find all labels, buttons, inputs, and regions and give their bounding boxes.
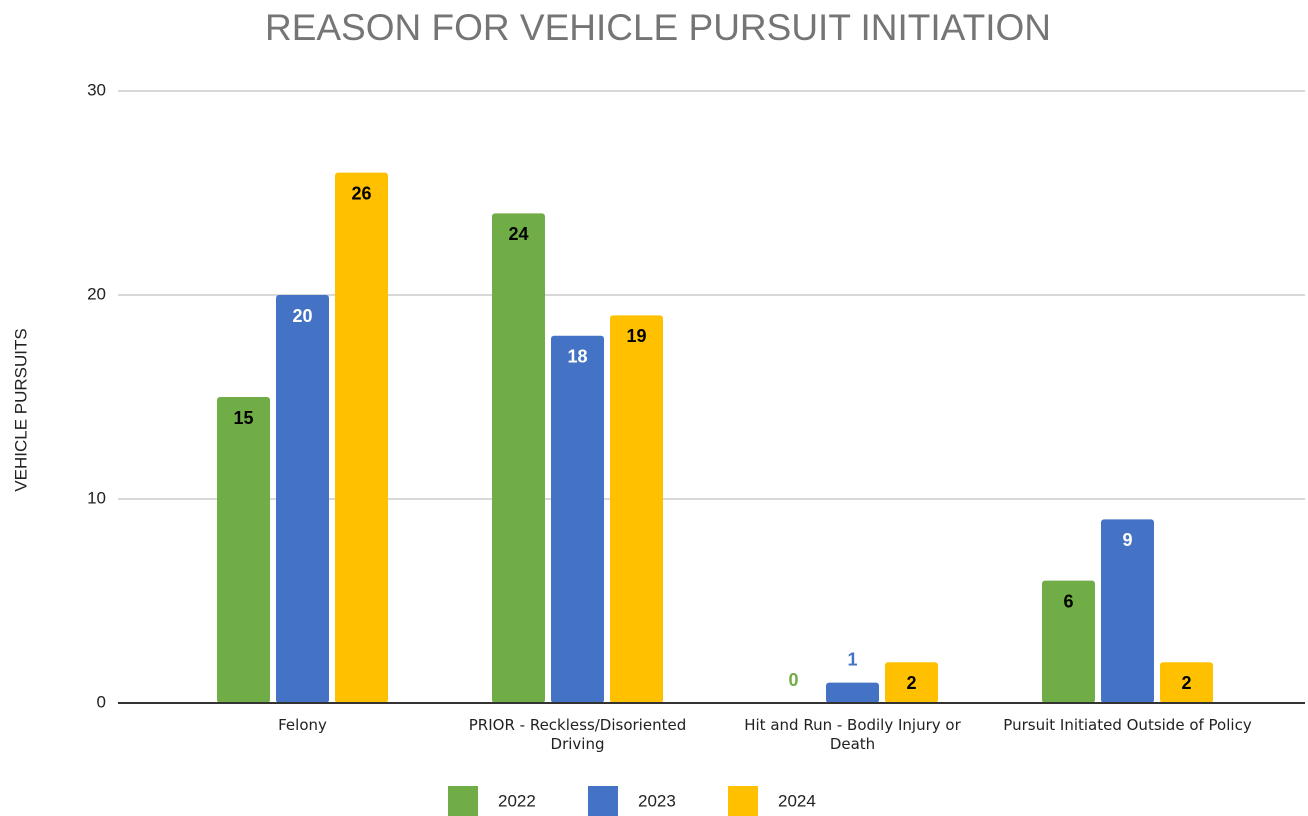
legend-label: 2023 (638, 791, 676, 810)
chart-title: REASON FOR VEHICLE PURSUIT INITIATION (265, 7, 1051, 48)
x-tick-label: PRIOR - Reckless/Disoriented Driving (468, 716, 687, 753)
data-label: 9 (1122, 530, 1132, 550)
legend-swatch (728, 786, 758, 816)
data-label: 1 (847, 649, 857, 669)
data-label: 0 (788, 670, 798, 690)
data-label: 19 (626, 326, 646, 346)
bar (335, 172, 388, 704)
y-tick-label: 10 (87, 488, 106, 507)
data-label: 2 (1181, 673, 1191, 693)
data-label: 2 (906, 673, 916, 693)
data-label: 15 (233, 408, 253, 428)
x-tick-label: Pursuit Initiated Outside of Policy (1003, 716, 1252, 734)
y-tick-label: 30 (87, 80, 106, 99)
data-label: 26 (351, 183, 371, 203)
data-label: 24 (508, 224, 528, 244)
legend-label: 2024 (778, 791, 816, 810)
bar (885, 662, 938, 703)
x-tick-label: Felony (278, 716, 327, 734)
bar (1160, 662, 1213, 703)
data-label: 18 (567, 347, 587, 367)
bar (610, 315, 663, 703)
data-label: 6 (1063, 591, 1073, 611)
bar (1042, 580, 1095, 703)
bar (492, 213, 545, 703)
y-tick-label: 0 (97, 692, 106, 711)
legend-swatch (588, 786, 618, 816)
bar (551, 335, 604, 703)
data-label: 20 (292, 306, 312, 326)
legend-swatch (448, 786, 478, 816)
bar (1101, 519, 1154, 703)
bar (276, 295, 329, 703)
legend-label: 2022 (498, 791, 536, 810)
y-tick-label: 20 (87, 284, 106, 303)
bar (217, 397, 270, 703)
bar (826, 682, 879, 703)
x-tick-label: Hit and Run - Bodily Injury or Death (744, 716, 961, 753)
y-axis-label: VEHICLE PURSUITS (11, 328, 30, 491)
